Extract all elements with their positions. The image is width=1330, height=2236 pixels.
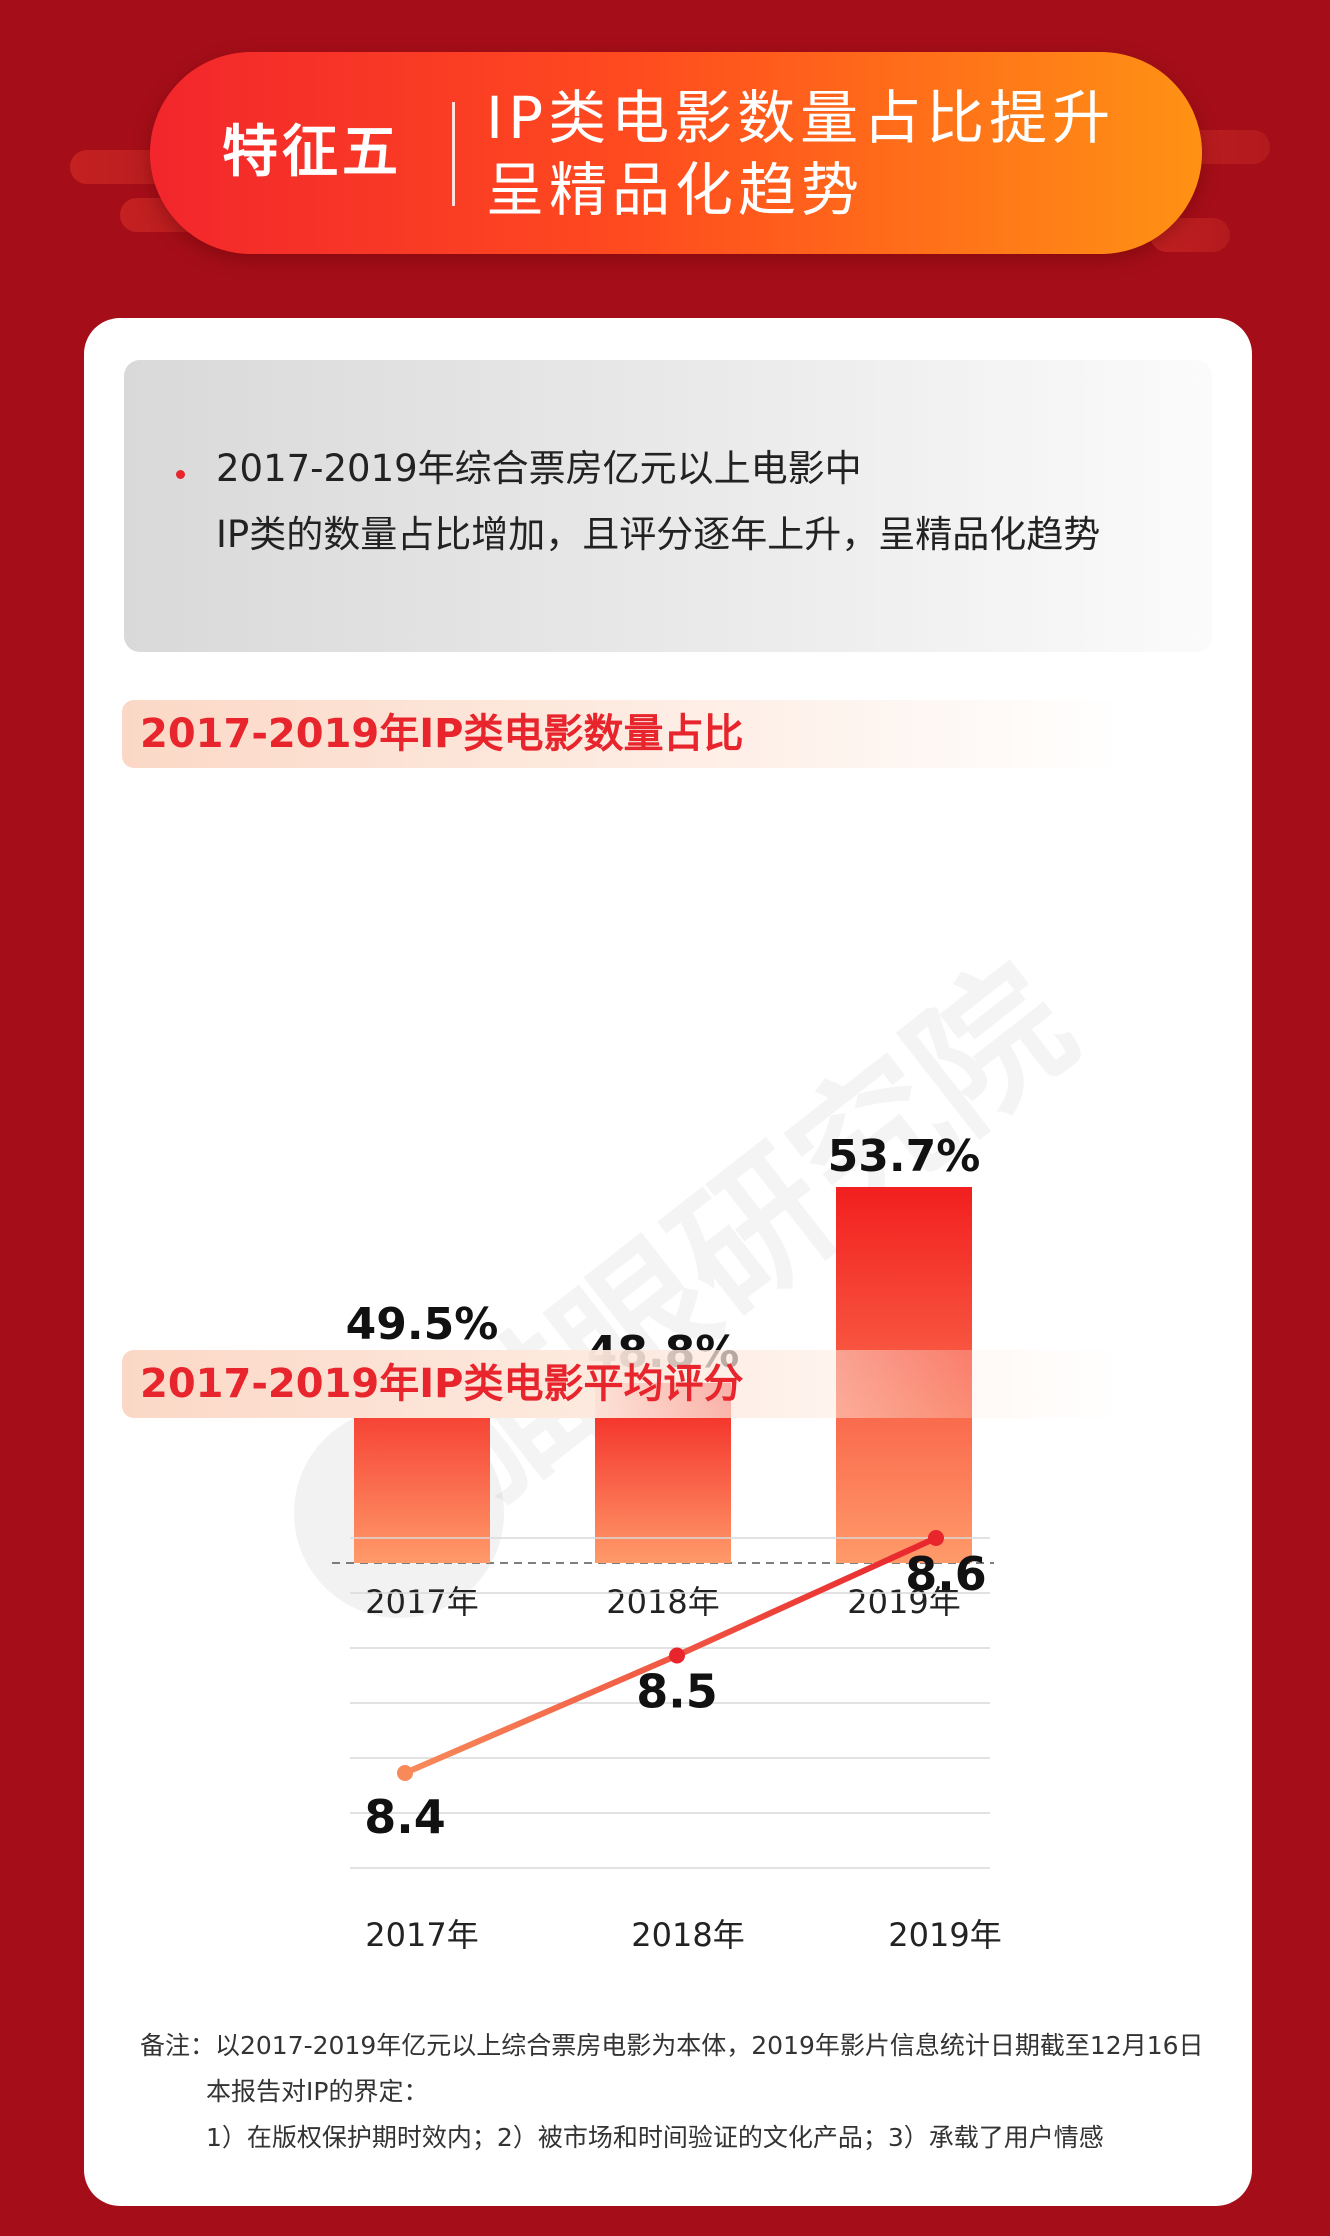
- x-tick-label: 2019年: [847, 1583, 960, 1621]
- footnote-3: 1）在版权保护期时效内；2）被市场和时间验证的文化产品；3）承载了用户情感: [206, 2123, 1104, 2152]
- header-banner: 特征五 IP类电影数量占比提升 呈精品化趋势: [150, 52, 1202, 254]
- x-tick-label: 2018年: [631, 1916, 744, 1954]
- bar-value-label: 49.5%: [346, 1299, 499, 1350]
- page-title-line-1: IP类电影数量占比提升: [486, 84, 1116, 152]
- bar-value-label: 53.7%: [828, 1131, 981, 1182]
- summary-text: 2017-2019年综合票房亿元以上电影中 IP类的数量占比增加，且评分逐年上升…: [216, 436, 1196, 568]
- footnote-2: 本报告对IP的界定：: [206, 2077, 429, 2106]
- x-tick-label: 2019年: [888, 1916, 1001, 1954]
- header-divider: [452, 102, 455, 206]
- x-tick-label: 2018年: [606, 1583, 719, 1621]
- x-tick-label: 2017年: [365, 1583, 478, 1621]
- point-value-label: 8.6: [905, 1547, 987, 1601]
- bar-chart-title: 2017-2019年IP类电影数量占比: [122, 700, 1122, 768]
- summary-line-2: IP类的数量占比增加，且评分逐年上升，呈精品化趋势: [216, 513, 1101, 556]
- page-title-line-2: 呈精品化趋势: [486, 156, 865, 224]
- bullet-icon: [176, 470, 185, 479]
- point-value-label: 8.4: [364, 1790, 446, 1844]
- page-title: IP类电影数量占比提升 呈精品化趋势: [486, 82, 1166, 226]
- data-point: [397, 1765, 413, 1781]
- summary-box: 2017-2019年综合票房亿元以上电影中 IP类的数量占比增加，且评分逐年上升…: [124, 360, 1212, 652]
- content-card: 猫眼研究院 2017-2019年综合票房亿元以上电影中 IP类的数量占比增加，且…: [84, 318, 1252, 2206]
- summary-line-1: 2017-2019年综合票房亿元以上电影中: [216, 447, 862, 490]
- line-chart-title: 2017-2019年IP类电影平均评分: [122, 1350, 1122, 1418]
- footnote-1: 备注：以2017-2019年亿元以上综合票房电影为本体，2019年影片信息统计日…: [140, 2031, 1204, 2060]
- data-point: [928, 1530, 944, 1546]
- feature-tag: 特征五: [222, 120, 402, 185]
- point-value-label: 8.5: [636, 1665, 718, 1719]
- data-point: [669, 1647, 685, 1664]
- x-tick-label: 2017年: [365, 1916, 478, 1954]
